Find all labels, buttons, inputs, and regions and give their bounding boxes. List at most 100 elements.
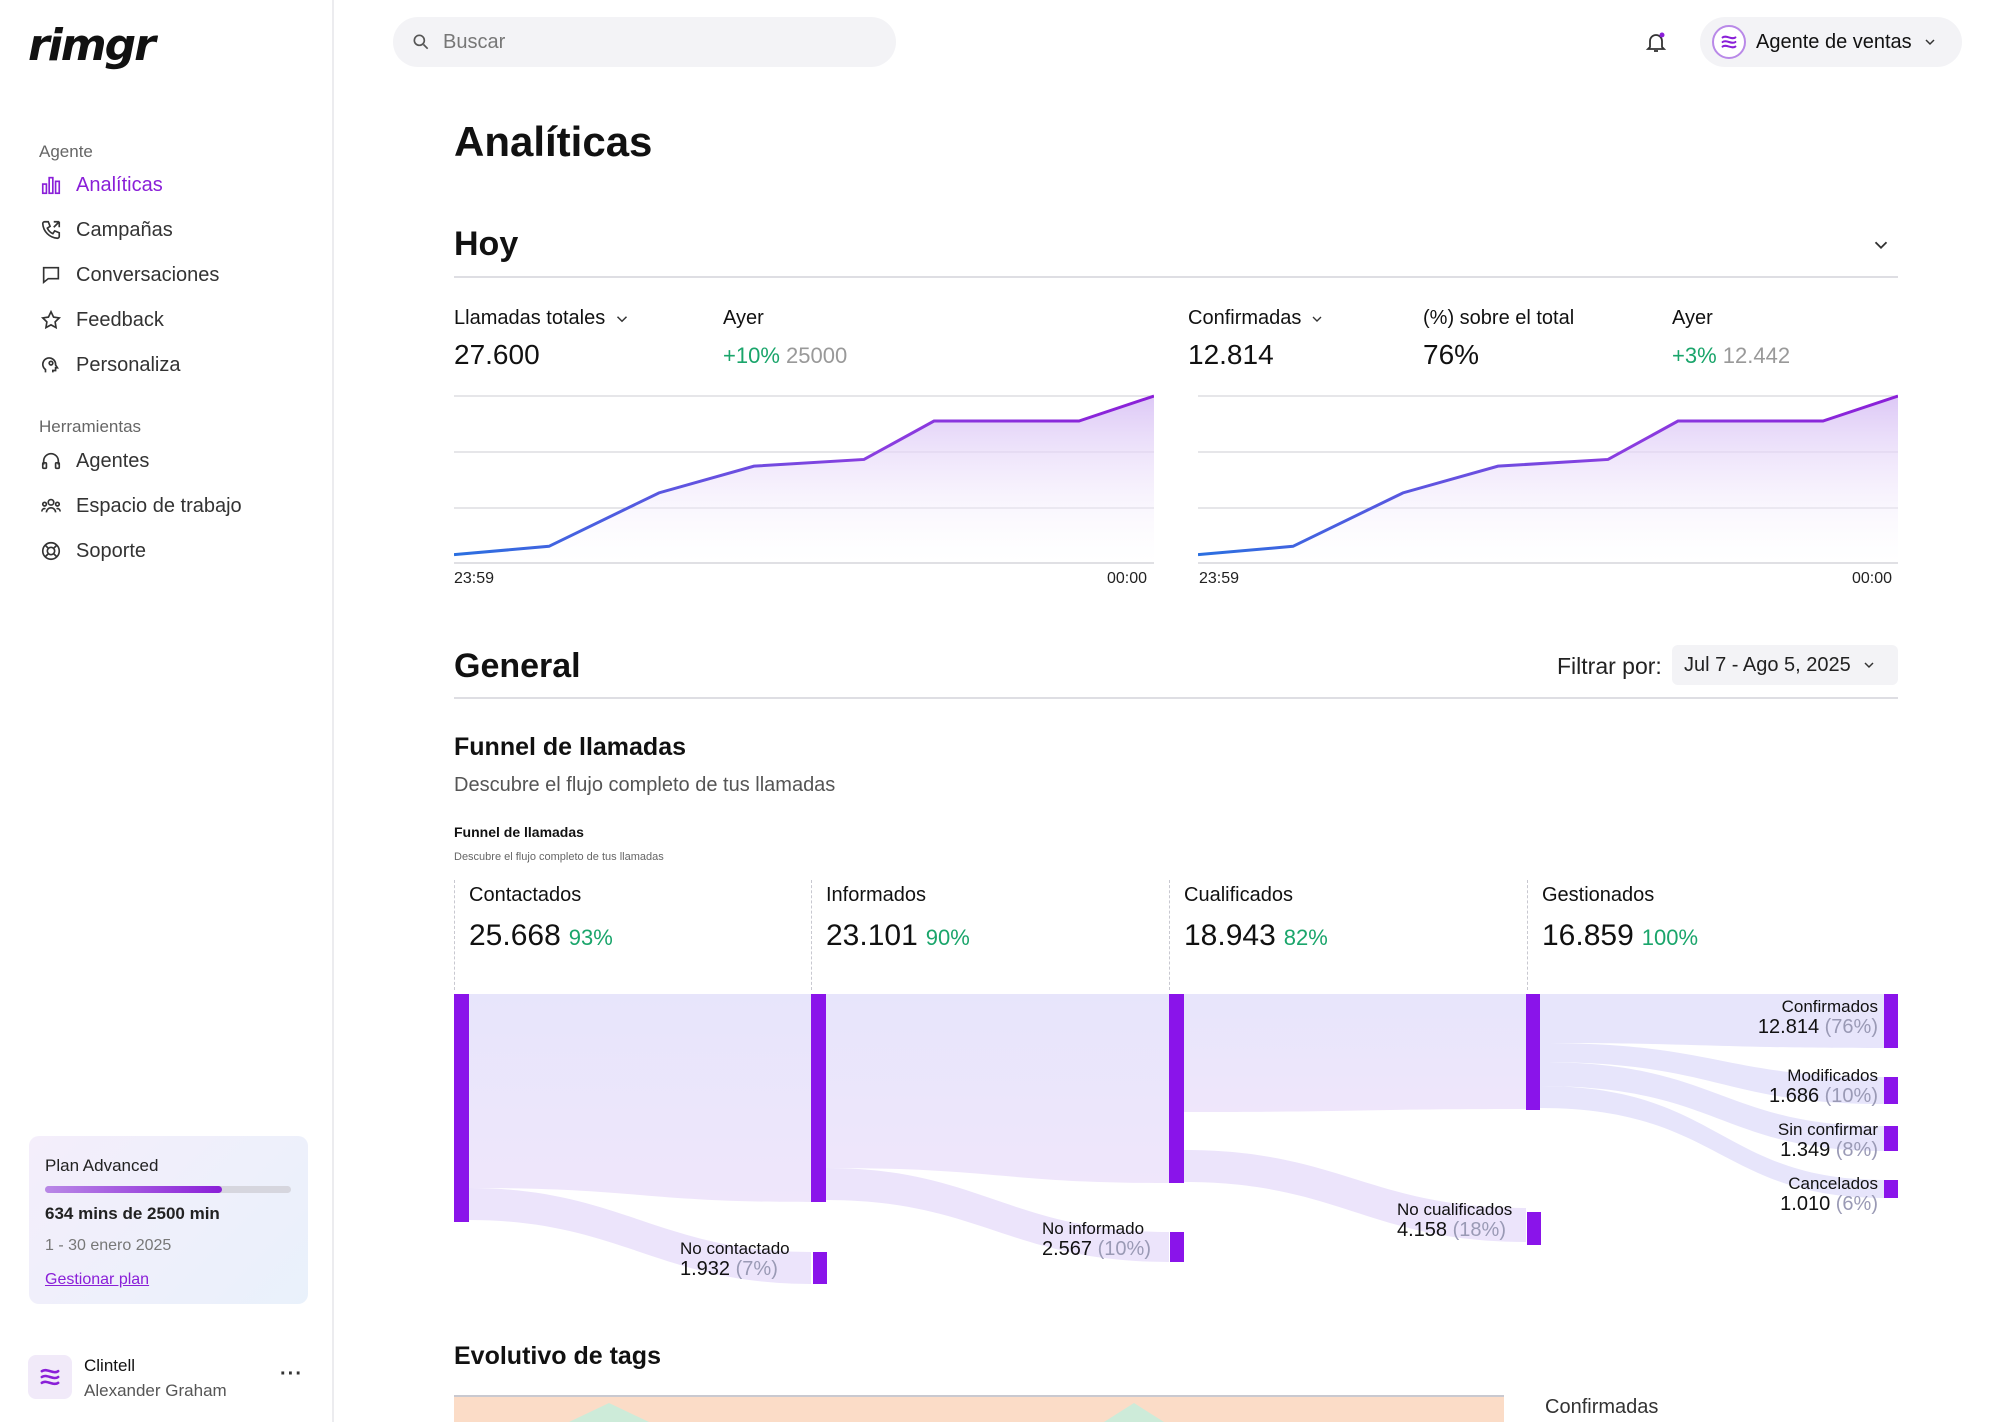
tags-title: Evolutivo de tags [454, 1342, 661, 1370]
pct-total-label: (%) sobre el total [1423, 307, 1575, 329]
sidebar-item-label: Soporte [76, 539, 147, 562]
divider [454, 276, 1898, 278]
collapse-chevron-icon[interactable] [1870, 234, 1892, 256]
bell-icon[interactable] [1644, 30, 1668, 54]
stage-value: 23.101 90% [826, 919, 970, 953]
headphones-icon [41, 452, 61, 470]
sidebar-item-campanas[interactable]: Campañas [40, 212, 173, 248]
sidebar-item-espacio[interactable]: Espacio de trabajo [40, 488, 242, 524]
section-title-general: General [454, 647, 581, 685]
manage-plan-link[interactable]: Gestionar plan [45, 1271, 150, 1288]
date-range-filter[interactable]: Jul 7 - Ago 5, 2025 [1672, 645, 1898, 685]
drop-label-no-informado: No informado 2.567 (10%) [1042, 1219, 1151, 1259]
outcome-pct: (76%) [1824, 1016, 1878, 1038]
lifebuoy-icon [41, 541, 61, 561]
sidebar-item-feedback[interactable]: Feedback [40, 302, 164, 338]
node-contactados [454, 994, 469, 1222]
sidebar-item-label: Campañas [76, 218, 173, 241]
outcome-label-confirmados: Confirmados 12.814 (76%) [1758, 997, 1878, 1037]
stage-informados: Informados 23.101 90% [811, 880, 970, 990]
chart-tick-start: 23:59 [454, 570, 495, 587]
series-line [454, 394, 1154, 557]
node-cancelados [1884, 1180, 1898, 1198]
user-card[interactable]: Clintell Alexander Graham ··· [28, 1353, 318, 1403]
outcome-value: 1.349 [1780, 1139, 1831, 1161]
outcome-value: 1.686 [1769, 1085, 1820, 1107]
outcome-value: 12.814 [1757, 1016, 1820, 1038]
drop-pct: (18%) [1452, 1219, 1506, 1241]
drop-label-no-cualificados: No cualificados 4.158 (18%) [1397, 1200, 1512, 1240]
bar-chart-icon [41, 176, 61, 195]
plan-usage-text: 634 mins de 2500 min [45, 1204, 220, 1223]
search-input[interactable] [443, 30, 863, 54]
section-title-today: Hoy [454, 225, 519, 263]
outcome-value: 1.010 [1780, 1193, 1831, 1215]
flow-confirmados [1540, 994, 1884, 1048]
drop-name: No informado [1042, 1219, 1145, 1238]
avatar [28, 1355, 72, 1399]
drop-name: No contactado [680, 1239, 790, 1258]
total-calls-comparison: +10% 25000 [723, 343, 847, 369]
yesterday-value: 25000 [786, 343, 848, 368]
flow-contactados-informados [469, 994, 811, 1202]
plan-usage-fill [45, 1186, 223, 1193]
outcome-name: Cancelados [1788, 1174, 1878, 1193]
sidebar-item-label: Espacio de trabajo [76, 494, 242, 517]
total-calls-selector[interactable]: Llamadas totales [454, 307, 631, 330]
sidebar-item-analiticas[interactable]: Analíticas [40, 167, 163, 203]
nav-section-agent: Agente [39, 142, 93, 161]
search-icon [413, 34, 429, 50]
stage-gestionados: Gestionados 16.859 100% [1527, 880, 1698, 990]
confirmed-value: 12.814 [1188, 339, 1274, 370]
stage-pct: 82% [1283, 925, 1328, 950]
node-no-informado [1170, 1232, 1184, 1262]
drop-value: 2.567 [1042, 1238, 1093, 1260]
confirmed-label: Confirmadas [1188, 307, 1302, 329]
tags-peak [1104, 1403, 1164, 1422]
series-line [1198, 394, 1898, 557]
stage-name: Cualificados [1184, 884, 1293, 906]
agent-selector[interactable]: Agente de ventas [1700, 17, 1962, 67]
sidebar-item-personaliza[interactable]: Personaliza [40, 347, 181, 383]
drop-value: 1.932 [680, 1258, 731, 1280]
user-name: Alexander Graham [84, 1381, 227, 1400]
sidebar-item-soporte[interactable]: Soporte [40, 533, 146, 569]
flow-no-cualificados [1184, 1150, 1526, 1242]
more-options-icon[interactable]: ··· [280, 1363, 303, 1385]
outcome-pct: (10%) [1824, 1085, 1878, 1107]
total-calls-label: Llamadas totales [454, 307, 606, 329]
confirmed-comparison: +3% 12.442 [1672, 343, 1790, 369]
chevron-down-icon [1312, 316, 1322, 322]
stage-value: 16.859 100% [1542, 919, 1698, 953]
flow-informados-cualificados [826, 994, 1169, 1183]
stage-count: 23.101 [826, 919, 918, 952]
outcome-name: Sin confirmar [1777, 1120, 1878, 1139]
confirmed-selector[interactable]: Confirmadas [1188, 307, 1325, 330]
sidebar-item-conversaciones[interactable]: Conversaciones [40, 257, 219, 293]
flow-sin-confirmar [1540, 1062, 1884, 1151]
plan-title: Plan Advanced [45, 1156, 159, 1175]
chevron-down-icon [1925, 39, 1935, 46]
stage-pct: 93% [568, 925, 613, 950]
funnel-chart-title: Funnel de llamadas [454, 824, 584, 840]
sidebar-item-agentes[interactable]: Agentes [40, 443, 149, 479]
app-logo[interactable]: rimgr [28, 20, 156, 71]
node-sin-confirmar [1884, 1126, 1898, 1151]
stage-name: Gestionados [1542, 884, 1655, 906]
stage-count: 16.859 [1542, 919, 1634, 952]
yesterday-value: 12.442 [1722, 343, 1791, 368]
node-informados [811, 994, 826, 1202]
stage-count: 25.668 [469, 919, 561, 952]
plan-usage-bar [45, 1186, 291, 1193]
total-calls-value: 27.600 [454, 339, 540, 370]
search-bar[interactable] [393, 17, 896, 67]
user-org: Clintell [84, 1356, 136, 1375]
outcome-pct: (8%) [1835, 1139, 1878, 1161]
chevron-down-icon [1864, 662, 1874, 669]
drop-label-no-contactado: No contactado 1.932 (7%) [680, 1239, 790, 1279]
node-gestionados [1526, 994, 1540, 1110]
chevron-down-icon [617, 315, 628, 322]
drop-pct: (10%) [1097, 1238, 1151, 1260]
stage-name: Contactados [469, 884, 582, 906]
stage-contactados: Contactados 25.668 93% [454, 880, 613, 990]
